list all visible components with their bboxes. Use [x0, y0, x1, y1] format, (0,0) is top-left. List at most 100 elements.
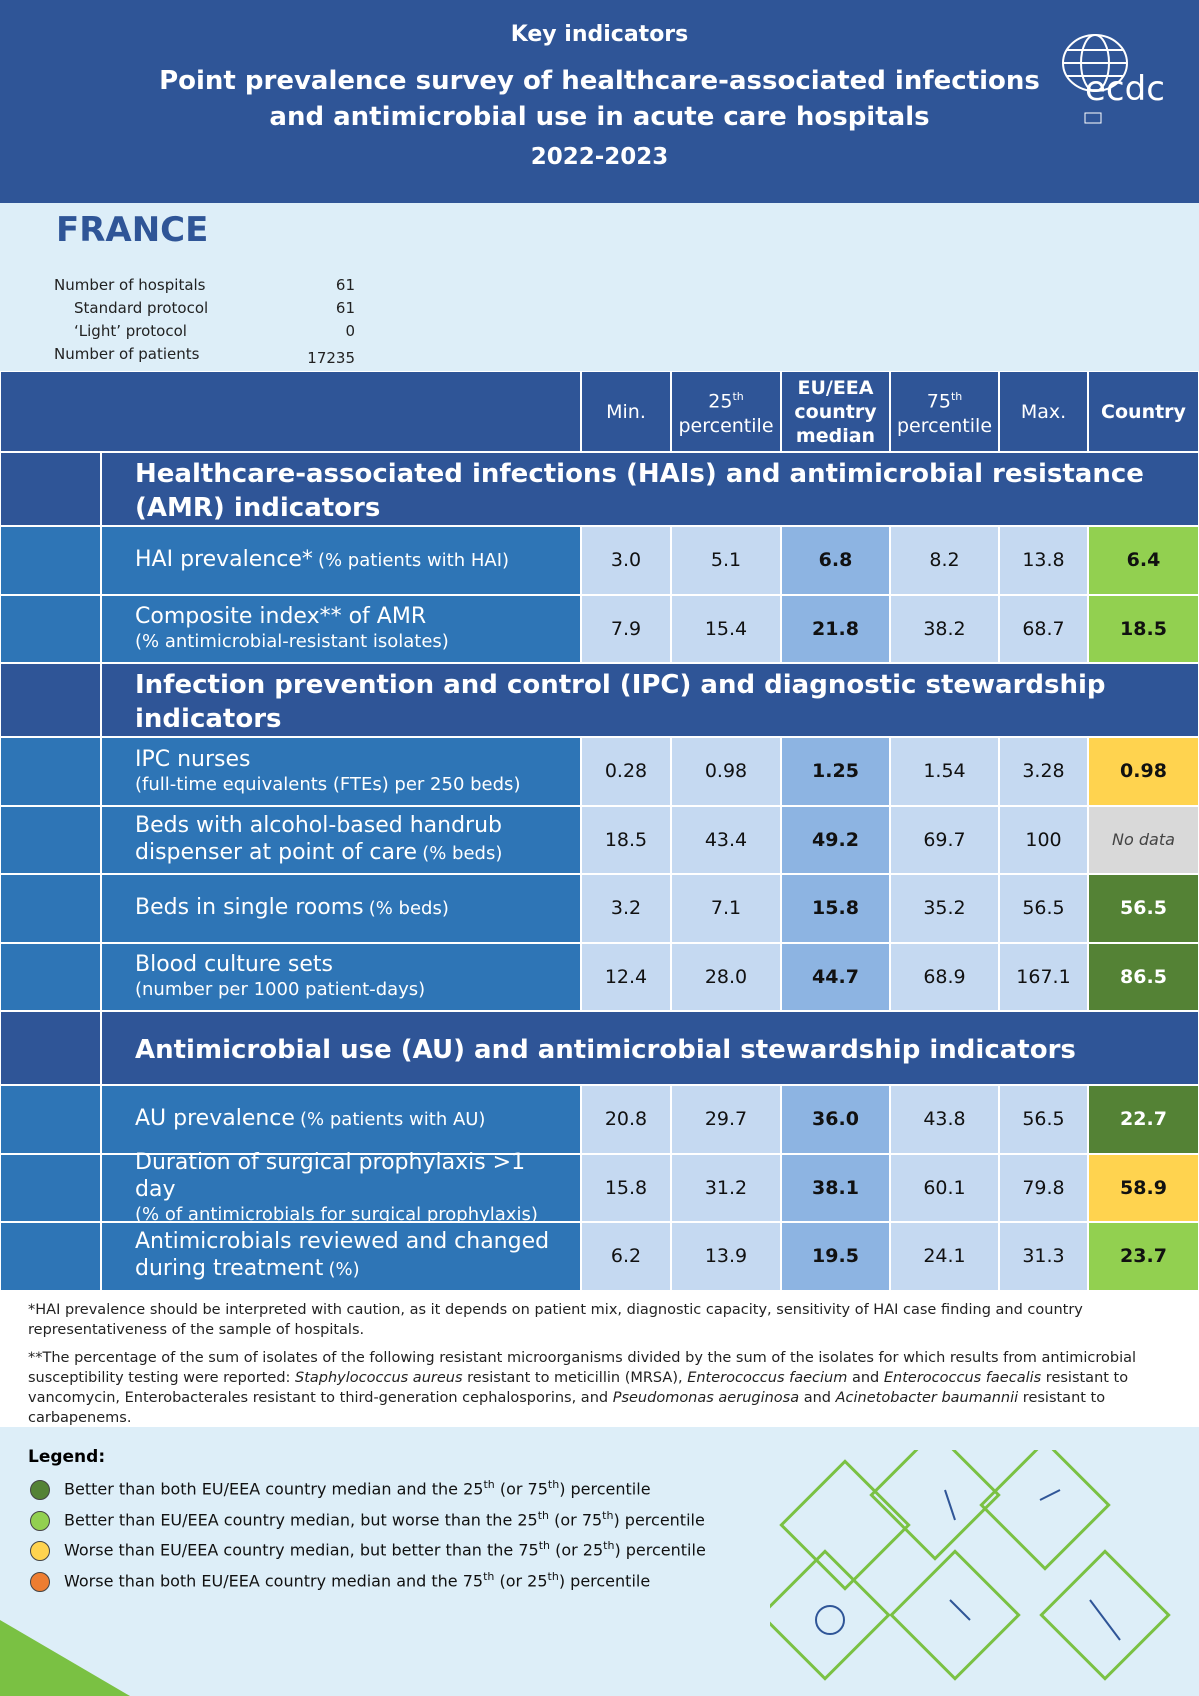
footnote-text: *HAI prevalence should be interpreted wi… — [28, 1302, 1083, 1338]
years: 2022-2023 — [530, 144, 669, 170]
row-label: Antimicrobials reviewed and changed duri… — [101, 1222, 581, 1291]
column-sup: th — [950, 390, 963, 404]
legend-text-part: Worse than EU/EEA country median, but be… — [64, 1540, 539, 1560]
row-label-text: Duration of surgical prophylaxis >1 day — [135, 1150, 560, 1204]
info-band — [0, 203, 1199, 371]
column-label: Min. — [606, 400, 646, 424]
row-icon-cell — [0, 526, 101, 595]
legend-sup: th — [483, 1569, 495, 1583]
value-cell: 79.8 — [999, 1153, 1088, 1222]
section-icon-cell — [0, 452, 101, 526]
row-label-main: Duration of surgical prophylaxis >1 day — [135, 1149, 526, 1202]
row-label-main: Beds in single rooms — [135, 894, 364, 920]
footnotes: *HAI prevalence should be interpreted wi… — [28, 1300, 1178, 1426]
logo-text: ecdc — [1085, 69, 1165, 109]
value-cell: 43.4 — [671, 805, 781, 874]
footnote-text: Pseudomonas aeruginosa — [612, 1390, 800, 1406]
column-label: 25th — [708, 385, 743, 413]
row-label: HAI prevalence* (% patients with HAI) — [101, 526, 581, 595]
stat-label: Standard protocol — [74, 299, 209, 317]
legend-title: Legend: — [28, 1447, 106, 1467]
column-text: EU/EEA country median — [794, 376, 877, 447]
row-label-text: Antimicrobials reviewed and changed duri… — [135, 1229, 560, 1283]
stat-value: 17235 — [307, 349, 355, 367]
legend-sup: th — [603, 1539, 615, 1552]
row-icon-cell — [0, 737, 101, 806]
value-cell: 0.98 — [671, 737, 781, 806]
value-cell: 100 — [999, 805, 1088, 874]
legend-text-part: ) percentile — [613, 1509, 705, 1529]
value-cell: 24.1 — [890, 1222, 999, 1291]
value-cell: 3.2 — [581, 874, 671, 943]
column-header: Country — [1088, 371, 1199, 452]
value-cell: 167.1 — [999, 942, 1088, 1011]
footnote-text: and — [847, 1370, 884, 1386]
value-cell: 68.7 — [999, 594, 1088, 663]
footnote-text: resistant to meticillin (MRSA), — [462, 1370, 688, 1386]
row-note: (% antimicrobial-resistant isolates) — [135, 631, 449, 653]
legend-sup: th — [602, 1508, 614, 1522]
value-cell: 7.9 — [581, 594, 671, 663]
column-text: Max. — [1020, 400, 1067, 423]
value-cell: 3.0 — [581, 526, 671, 595]
decorative-icons — [770, 1450, 1171, 1681]
footnote-text: **The percentage of the sum of isolates … — [28, 1350, 1137, 1386]
column-text: Min. — [606, 400, 646, 423]
legend-sup: th — [547, 1478, 560, 1491]
value-cell: 15.8 — [581, 1153, 671, 1222]
column-text: 75 — [926, 390, 951, 413]
column-sup: th — [732, 390, 744, 404]
row-note: (full-time equivalents (FTEs) per 250 be… — [135, 773, 521, 795]
row-label-text: Beds with alcohol-based handrub dispense… — [135, 813, 560, 867]
section-icon-cell — [0, 1011, 101, 1085]
row-label-main: AU prevalence — [135, 1105, 295, 1131]
row-label-text: HAI prevalence* (% patients with HAI) — [135, 547, 560, 574]
value-cell: 5.1 — [671, 526, 781, 595]
row-label-text: Composite index** of AMR — [135, 604, 560, 631]
value-cell: 6.8 — [781, 526, 890, 595]
value-cell: 31.2 — [671, 1153, 781, 1222]
value-cell: 38.1 — [781, 1153, 890, 1222]
value-cell: 35.2 — [890, 874, 999, 943]
stat-label: Number of patients — [54, 345, 200, 363]
value-cell: 15.8 — [781, 874, 890, 943]
legend-text-part: (or 25 — [494, 1570, 548, 1590]
column-label: EU/EEA country median — [782, 376, 889, 448]
row-label-main: Antimicrobials reviewed and changed duri… — [135, 1229, 550, 1282]
legend-text-part: ) percentile — [558, 1570, 651, 1590]
legend-band — [0, 1427, 1199, 1696]
country-cell: 23.7 — [1088, 1222, 1199, 1291]
row-label: Beds with alcohol-based handrub dispense… — [101, 805, 581, 874]
title-line: and antimicrobial use in acute care hosp… — [269, 102, 930, 132]
legend-text-part: (or 75 — [494, 1479, 548, 1499]
legend-sup: th — [483, 1478, 495, 1491]
legend-text-part: Worse than both EU/EEA country median an… — [64, 1570, 484, 1590]
value-cell: 7.1 — [671, 874, 781, 943]
value-cell: 60.1 — [890, 1153, 999, 1222]
stat-value: 61 — [335, 276, 355, 294]
row-label-text: IPC nurses — [135, 747, 560, 774]
country-cell: 6.4 — [1088, 526, 1199, 595]
section-title: Infection prevention and control (IPC) a… — [101, 663, 1199, 737]
value-cell: 13.9 — [671, 1222, 781, 1291]
row-label-main: Beds with alcohol-based handrub dispense… — [135, 812, 503, 865]
row-note: (% patients with HAI) — [317, 549, 510, 571]
footnote-text: and — [799, 1390, 836, 1406]
section-title: Antimicrobial use (AU) and antimicrobial… — [101, 1011, 1199, 1085]
row-label-text: Beds in single rooms (% beds) — [135, 895, 560, 922]
column-header: Max. — [999, 371, 1088, 452]
row-label-main: HAI prevalence* — [135, 546, 313, 572]
legend-sup: th — [538, 1539, 550, 1552]
row-label: AU prevalence (% patients with AU) — [101, 1085, 581, 1154]
logo: ecdc — [1062, 34, 1165, 124]
value-cell: 3.28 — [999, 737, 1088, 806]
value-cell: 15.4 — [671, 594, 781, 663]
column-header: 25th percentile — [671, 371, 781, 452]
column-label: Max. — [1021, 400, 1066, 424]
stat-value: 61 — [335, 299, 355, 317]
footnote-text: resistant to vancomycin, Enterobacterale… — [28, 1370, 1129, 1406]
legend-swatch — [30, 1541, 50, 1561]
legend-swatch — [30, 1510, 50, 1531]
row-icon-cell — [0, 1085, 101, 1154]
column-label-2: percentile — [896, 414, 993, 437]
